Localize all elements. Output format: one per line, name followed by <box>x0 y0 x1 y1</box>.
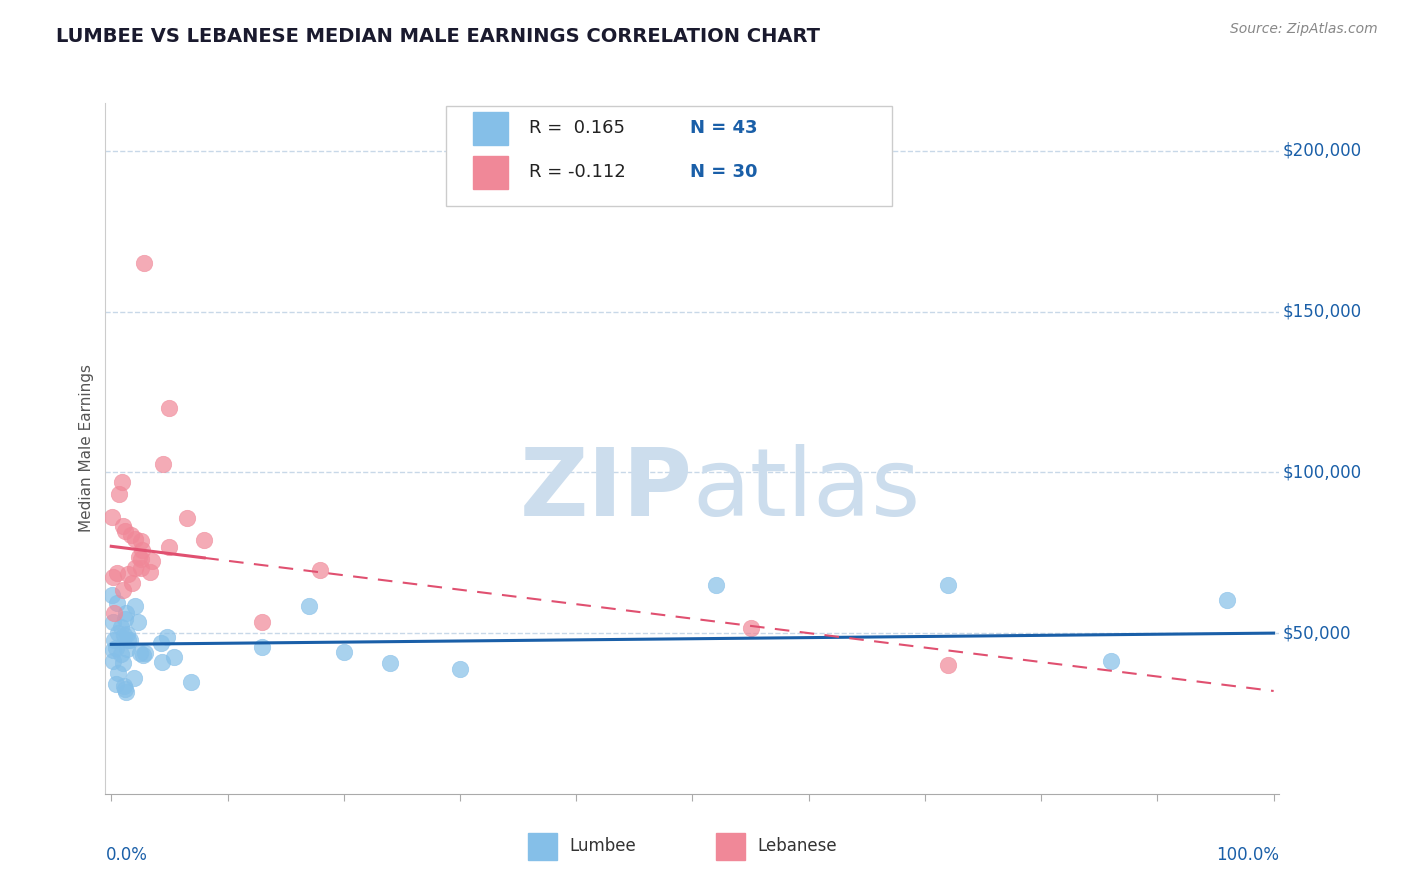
Text: ZIP: ZIP <box>520 443 692 536</box>
Point <box>139 565 162 579</box>
FancyBboxPatch shape <box>472 155 508 189</box>
FancyBboxPatch shape <box>472 112 508 145</box>
Point <box>117 566 139 581</box>
Point <box>107 665 129 680</box>
Text: Lumbee: Lumbee <box>569 838 636 855</box>
Point <box>108 487 131 501</box>
Point <box>157 540 180 554</box>
Point <box>121 576 143 591</box>
Point <box>252 615 274 630</box>
Point <box>309 563 332 577</box>
Text: $100,000: $100,000 <box>1284 463 1362 482</box>
Text: Lebanese: Lebanese <box>756 838 837 855</box>
Text: 0.0%: 0.0% <box>105 846 148 863</box>
Point <box>114 524 136 539</box>
Point <box>156 630 179 644</box>
Point <box>150 636 173 650</box>
Text: $50,000: $50,000 <box>1284 624 1351 642</box>
Point <box>127 615 149 629</box>
Point <box>103 607 125 621</box>
Point <box>114 606 136 620</box>
Point <box>380 656 402 670</box>
Point <box>252 640 274 654</box>
Point <box>105 641 128 656</box>
Point <box>150 656 173 670</box>
Point <box>101 588 124 602</box>
Point <box>936 578 959 592</box>
Point <box>132 256 155 270</box>
Point <box>103 633 125 648</box>
Point <box>1216 593 1239 607</box>
Text: LUMBEE VS LEBANESE MEDIAN MALE EARNINGS CORRELATION CHART: LUMBEE VS LEBANESE MEDIAN MALE EARNINGS … <box>56 27 820 45</box>
Point <box>704 578 727 592</box>
Point <box>101 570 124 584</box>
Point <box>112 680 135 694</box>
Text: atlas: atlas <box>692 443 921 536</box>
Point <box>117 633 139 648</box>
Text: Source: ZipAtlas.com: Source: ZipAtlas.com <box>1230 22 1378 37</box>
Point <box>101 654 124 668</box>
Point <box>120 528 142 542</box>
Point <box>141 554 163 568</box>
Point <box>101 615 124 630</box>
FancyBboxPatch shape <box>529 833 557 860</box>
Point <box>107 626 129 640</box>
FancyBboxPatch shape <box>716 833 745 860</box>
Point <box>129 646 152 660</box>
Text: R = -0.112: R = -0.112 <box>529 163 626 181</box>
Point <box>128 549 150 564</box>
Point <box>740 621 762 635</box>
Point <box>124 671 146 685</box>
Point <box>332 645 354 659</box>
Point <box>120 632 142 647</box>
Point <box>157 401 180 415</box>
Text: R =  0.165: R = 0.165 <box>529 120 626 137</box>
Point <box>131 542 153 557</box>
Point <box>114 627 136 641</box>
Point <box>193 533 215 548</box>
Text: 100.0%: 100.0% <box>1216 846 1279 863</box>
Point <box>129 533 152 548</box>
Point <box>132 648 155 662</box>
Point <box>163 650 186 665</box>
Point <box>110 647 132 661</box>
Point <box>112 656 135 670</box>
Point <box>449 662 471 676</box>
Point <box>117 626 139 640</box>
Point <box>115 641 138 656</box>
Point <box>129 551 152 566</box>
Point <box>101 643 124 657</box>
Y-axis label: Median Male Earnings: Median Male Earnings <box>79 364 94 533</box>
Text: $150,000: $150,000 <box>1284 302 1362 320</box>
Point <box>114 685 136 699</box>
Point <box>111 518 134 533</box>
Point <box>1099 655 1122 669</box>
Text: $200,000: $200,000 <box>1284 142 1362 160</box>
Text: N = 43: N = 43 <box>690 120 758 137</box>
Point <box>298 599 321 613</box>
Point <box>124 560 146 574</box>
Point <box>111 475 134 490</box>
Point <box>105 596 128 610</box>
Point <box>105 566 128 581</box>
Point <box>105 677 128 691</box>
Point <box>134 646 156 660</box>
Point <box>129 561 152 575</box>
Point <box>112 583 135 598</box>
Text: N = 30: N = 30 <box>690 163 758 181</box>
Point <box>101 509 124 524</box>
Point <box>936 658 959 673</box>
Point <box>114 612 136 626</box>
Point <box>180 675 202 690</box>
Point <box>110 620 132 634</box>
Point <box>114 681 136 696</box>
Point <box>124 599 146 613</box>
Point <box>176 510 198 524</box>
FancyBboxPatch shape <box>446 106 891 206</box>
Point <box>152 458 174 472</box>
Point <box>124 532 146 546</box>
